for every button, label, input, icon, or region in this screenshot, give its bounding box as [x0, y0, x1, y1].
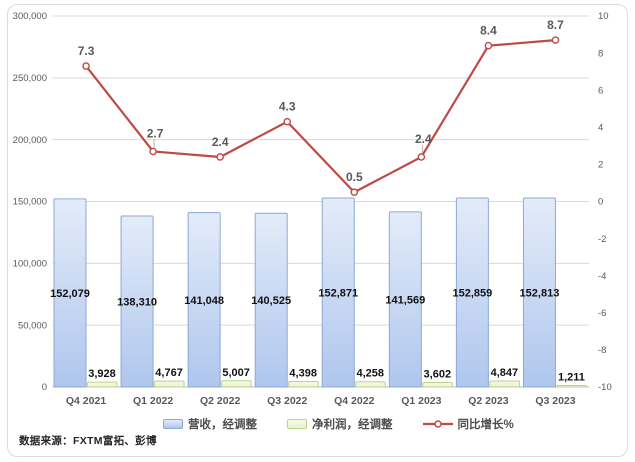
svg-text:150,000: 150,000	[13, 197, 47, 208]
svg-text:Q4 2021: Q4 2021	[66, 395, 106, 407]
revenue-swatch-icon	[163, 419, 183, 429]
category-labels: Q4 2021 Q1 2022 Q2 2022 Q3 2022 Q4 2022 Q1 20…	[66, 395, 576, 407]
growth-line	[82, 36, 560, 197]
svg-text:4,258: 4,258	[356, 368, 384, 380]
svg-text:5,007: 5,007	[222, 367, 250, 379]
svg-text:4.3: 4.3	[279, 100, 296, 114]
svg-text:4,847: 4,847	[491, 367, 519, 379]
svg-text:3,602: 3,602	[424, 369, 452, 381]
svg-text:Q4 2022: Q4 2022	[334, 395, 374, 407]
svg-text:100,000: 100,000	[13, 259, 47, 270]
svg-text:140,525: 140,525	[251, 295, 291, 307]
svg-text:Q1 2022: Q1 2022	[133, 395, 173, 407]
profit-value-labels: 3,928 4,767 5,007 4,398 4,258 3,602 4,847 1,211	[88, 367, 585, 384]
svg-text:6: 6	[598, 85, 603, 96]
legend-item-growth: 同比增长%	[422, 416, 514, 432]
svg-text:0: 0	[42, 382, 47, 393]
svg-text:0: 0	[598, 197, 603, 208]
profit-swatch-icon	[287, 419, 307, 429]
svg-text:Q2 2023: Q2 2023	[468, 395, 508, 407]
svg-text:2.4: 2.4	[212, 135, 229, 149]
legend-item-profit: 净利润，经调整	[287, 416, 393, 432]
svg-text:152,813: 152,813	[520, 288, 560, 300]
svg-text:7.3: 7.3	[78, 44, 95, 58]
svg-text:Q3 2022: Q3 2022	[267, 395, 307, 407]
svg-text:2: 2	[598, 160, 603, 171]
svg-text:152,079: 152,079	[50, 288, 90, 300]
svg-text:8: 8	[598, 48, 603, 59]
bars-revenue	[53, 197, 556, 388]
svg-text:4,767: 4,767	[155, 367, 183, 379]
svg-text:-2: -2	[598, 234, 606, 245]
legend-label-profit: 净利润，经调整	[312, 419, 393, 431]
svg-text:2.4: 2.4	[415, 132, 432, 146]
svg-text:Q2 2022: Q2 2022	[200, 395, 240, 407]
svg-text:250,000: 250,000	[13, 73, 47, 84]
svg-text:8.4: 8.4	[480, 24, 497, 38]
svg-text:-4: -4	[598, 271, 606, 282]
svg-text:152,871: 152,871	[318, 287, 358, 299]
right-axis-labels: 10 8 6 4 2 0 -2 -4 -6 -8 -10	[598, 11, 612, 393]
svg-text:3,928: 3,928	[88, 368, 116, 380]
svg-text:2.7: 2.7	[147, 126, 164, 140]
svg-text:141,048: 141,048	[184, 295, 224, 307]
legend-label-revenue: 营收，经调整	[188, 419, 257, 431]
source-note: 数据来源：FXTM富拓、彭博	[19, 435, 157, 447]
legend: 营收，经调整 净利润，经调整 同比增长%	[163, 416, 514, 432]
svg-text:Q3 2023: Q3 2023	[535, 395, 575, 407]
svg-text:0.5: 0.5	[346, 170, 363, 184]
svg-text:-6: -6	[598, 308, 606, 319]
legend-item-revenue: 营收，经调整	[163, 416, 257, 432]
svg-text:141,569: 141,569	[385, 294, 425, 306]
growth-value-labels: 7.3 2.7 2.4 4.3 0.5 2.4 8.4 8.7	[78, 18, 564, 184]
svg-text:Q1 2023: Q1 2023	[401, 395, 441, 407]
svg-text:4,398: 4,398	[289, 368, 317, 380]
revenue-value-labels: 152,079 138,310 141,048 140,525 152,871 141,5…	[50, 287, 559, 308]
svg-text:152,859: 152,859	[452, 287, 492, 299]
legend-label-growth: 同比增长%	[457, 419, 514, 431]
svg-text:10: 10	[598, 11, 609, 22]
svg-text:4: 4	[598, 123, 603, 134]
line-marker-icon	[422, 419, 453, 429]
svg-text:300,000: 300,000	[13, 11, 47, 22]
bars-profit	[87, 380, 587, 388]
svg-text:200,000: 200,000	[13, 135, 47, 146]
left-axis-labels: 0 50,000 100,000 150,000 200,000 250,000 300,0…	[13, 11, 47, 393]
svg-text:50,000: 50,000	[18, 320, 47, 331]
svg-text:138,310: 138,310	[117, 296, 157, 308]
svg-text:-8: -8	[598, 345, 606, 356]
svg-text:1,211: 1,211	[558, 372, 585, 384]
svg-text:-10: -10	[598, 382, 612, 393]
svg-text:8.7: 8.7	[547, 18, 564, 32]
